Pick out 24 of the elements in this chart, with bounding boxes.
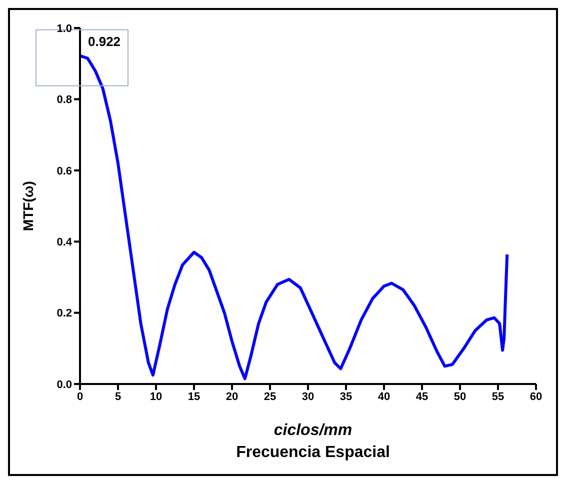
line-series [80, 54, 509, 380]
y-tick-label: 0.6 [56, 165, 72, 178]
x-tick-label: 60 [530, 390, 542, 403]
y-tick-label: 0.8 [56, 94, 72, 106]
x-tick-label: 45 [416, 390, 428, 403]
x-tick-label: 35 [340, 390, 352, 403]
x-tick-label: 15 [188, 390, 200, 403]
x-tick-label: 30 [302, 390, 314, 403]
x-tick-label: 50 [454, 390, 466, 403]
annotation: 0.922 [88, 34, 121, 49]
x-tick-label: 5 [114, 390, 122, 403]
figure-frame: 0.922 0 5 10 15 20 25 30 35 40 45 50 55 60 0.0 0.2 0.4 0.6 0.8 1.0 MTF(ω) ciclos/mm Frecuencia Espacial [8, 8, 558, 476]
x-tick-label: 25 [264, 390, 276, 403]
x-tick-label: 10 [150, 390, 162, 403]
y-tick-label: 1.0 [56, 22, 72, 35]
y-tick-label: 0.0 [56, 378, 72, 391]
x-tick-label: 20 [226, 390, 238, 403]
y-axis-title: MTF(ω) [20, 181, 36, 231]
x-tick-label: 40 [378, 390, 390, 403]
x-axis-title: ciclos/mm Frecuencia Espacial [235, 421, 391, 463]
x-tick-label: 0 [76, 390, 84, 403]
y-tick-label: 0.2 [56, 308, 72, 320]
x-tick-label: 55 [492, 390, 504, 403]
y-tick-label: 0.4 [56, 236, 73, 249]
